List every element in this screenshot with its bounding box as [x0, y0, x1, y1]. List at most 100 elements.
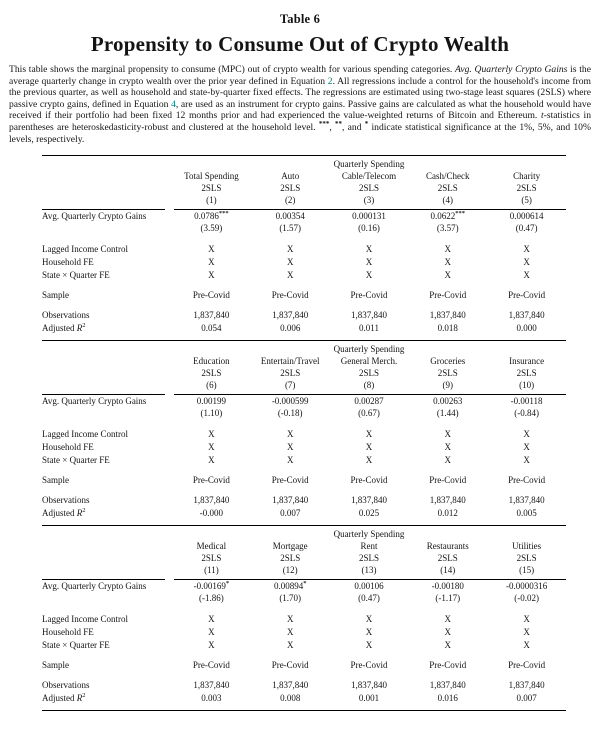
note-text: , — [329, 121, 335, 133]
empty-cell — [42, 564, 172, 576]
column-number-cell: (6) — [206, 380, 217, 391]
midrule-data-segment — [174, 394, 566, 396]
control-row: Lagged Income Control X X X X X — [42, 243, 566, 256]
estimator-cell: 2SLS — [516, 183, 537, 194]
column-number-cell: (3) — [363, 195, 375, 206]
tstat-cell: (0.67) — [358, 408, 380, 419]
note-italic-term: t — [540, 110, 544, 122]
coefficient-cell: 0.00106 — [354, 581, 384, 592]
equation-reference-link[interactable]: 2 — [327, 75, 333, 87]
observations-cell: 1,837,840 — [508, 310, 545, 321]
empty-cell — [42, 182, 172, 194]
control-cell: X — [444, 257, 452, 268]
coefficient-cell: -0.000599 — [271, 396, 309, 407]
coefficient-row: Avg. Quarterly Crypto Gains -0.00169* 0.00… — [42, 580, 566, 592]
estimator-row: 2SLS 2SLS 2SLS 2SLS 2SLS — [42, 367, 566, 379]
control-cell: X — [523, 429, 530, 440]
empty-cell — [42, 379, 172, 391]
control-cell: X — [286, 257, 294, 268]
column-number-row: (6) (7) (8) (9) (10) — [42, 379, 566, 391]
coefficient-cell: 0.0786*** — [194, 210, 229, 222]
sample-row: Sample Pre-Covid Pre-Covid Pre-Covid Pre-Cov… — [42, 474, 566, 487]
sample-label: Sample — [42, 475, 69, 486]
estimator-cell: 2SLS — [280, 553, 301, 564]
note-italic-term: Avg. Quarterly Crypto Gains — [455, 64, 568, 75]
table-panel-1: Quarterly Spending Total Spending Auto Cabl… — [42, 155, 566, 340]
column-number-cell: (11) — [204, 565, 219, 576]
spacer — [42, 487, 566, 494]
significance-stars: * — [364, 119, 369, 128]
equation-reference-link[interactable]: 4 — [171, 98, 176, 110]
coefficient-cell: 0.00894* — [273, 580, 307, 592]
column-header: Medical — [196, 541, 227, 552]
estimator-cell: 2SLS — [358, 183, 379, 194]
control-cell: X — [444, 270, 452, 281]
observations-row: Observations 1,837,840 1,837,840 1,837,840 1… — [42, 679, 566, 692]
adjusted-r2-cell: 0.000 — [516, 323, 537, 334]
adjusted-r2-cell: 0.012 — [437, 508, 458, 519]
sample-cell: Pre-Covid — [508, 660, 546, 671]
adjusted-r2-label: Adjusted R2 — [42, 692, 86, 704]
column-header: Total Spending — [184, 171, 239, 182]
control-cell: X — [365, 640, 373, 651]
coefficient-cell: 0.000614 — [509, 211, 544, 222]
sample-cell: Pre-Covid — [429, 475, 467, 486]
adjusted-r2-cell: 0.007 — [516, 693, 537, 704]
coefficient-label: Avg. Quarterly Crypto Gains — [42, 211, 147, 222]
note-text: -statistics in parentheses are heteroske… — [9, 110, 591, 133]
adjusted-r2-cell: 0.016 — [437, 693, 458, 704]
spacer — [42, 302, 566, 309]
control-cell: X — [523, 640, 530, 651]
tstat-cell: (0.47) — [515, 223, 538, 234]
control-cell: X — [523, 270, 530, 281]
empty-cell — [42, 367, 172, 379]
empty-cell — [42, 194, 172, 206]
column-header: Insurance — [509, 356, 545, 367]
control-cell: X — [208, 640, 215, 651]
column-header: Restaurants — [426, 541, 469, 552]
coefficient-row: Avg. Quarterly Crypto Gains 0.00199 -0.000… — [42, 395, 566, 407]
control-row: State × Quarter FE X X X X X — [42, 639, 566, 652]
tstat-cell: (-0.18) — [277, 408, 303, 419]
sample-label: Sample — [42, 660, 69, 671]
tstat-cell: (3.57) — [436, 223, 459, 234]
control-cell: X — [208, 455, 215, 466]
control-cell: X — [365, 627, 373, 638]
coefficient-row: Avg. Quarterly Crypto Gains 0.0786*** 0.00… — [42, 210, 566, 222]
control-cell: X — [444, 442, 452, 453]
header-midrule — [42, 207, 566, 211]
control-cell: X — [208, 429, 215, 440]
control-label: Lagged Income Control — [42, 429, 128, 440]
control-label: Lagged Income Control — [42, 244, 128, 255]
column-number-cell: (9) — [442, 380, 454, 391]
adjusted-r2-row: Adjusted R2 -0.000 0.007 0.025 0.012 0.005 — [42, 507, 566, 520]
sample-cell: Pre-Covid — [271, 290, 309, 301]
tstat-cell: (-0.02) — [514, 593, 539, 604]
midrule-label-segment — [42, 394, 165, 396]
control-cell: X — [444, 627, 452, 638]
control-cell: X — [286, 627, 294, 638]
estimator-cell: 2SLS — [201, 183, 222, 194]
column-number-cell: (15) — [519, 565, 535, 576]
sample-cell: Pre-Covid — [508, 290, 546, 301]
category-row: Medical Mortgage Rent Restaurants Utilities — [42, 540, 566, 552]
coefficient-cell: 0.000131 — [352, 211, 386, 222]
header-midrule — [42, 392, 566, 396]
column-header: Utilities — [512, 541, 542, 552]
table-panel-2: Quarterly Spending Education Entertain/Tra… — [42, 340, 566, 525]
adjusted-r2-cell: 0.008 — [280, 693, 301, 704]
observations-cell: 1,837,840 — [350, 680, 387, 691]
column-number-cell: (1) — [206, 195, 217, 206]
category-row: Education Entertain/Travel General Merch. G… — [42, 355, 566, 367]
control-label: Household FE — [42, 442, 94, 453]
observations-cell: 1,837,840 — [193, 495, 230, 506]
control-cell: X — [365, 455, 373, 466]
estimator-row: 2SLS 2SLS 2SLS 2SLS 2SLS — [42, 182, 566, 194]
observations-row: Observations 1,837,840 1,837,840 1,837,840 1… — [42, 494, 566, 507]
adjusted-r2-cell: 0.005 — [516, 508, 537, 519]
empty-cell — [42, 222, 172, 234]
midrule-label-segment — [42, 209, 165, 211]
coefficient-cell: 0.00287 — [354, 396, 384, 407]
coefficient-cell: 0.0622*** — [430, 210, 466, 222]
